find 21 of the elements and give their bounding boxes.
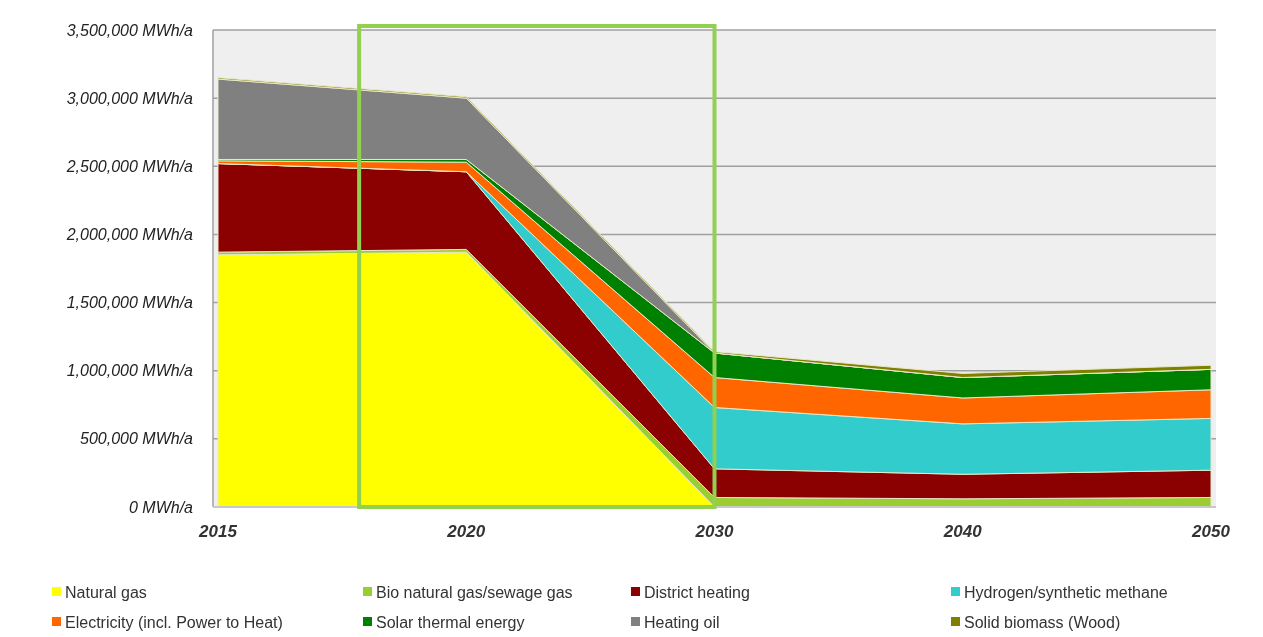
legend-label: Electricity (incl. Power to Heat) (65, 613, 283, 631)
y-tick-label: 3,000,000 MWh/a (66, 89, 194, 107)
x-tick-label: 2050 (1191, 522, 1231, 541)
y-tick-label: 3,500,000 MWh/a (66, 21, 194, 39)
y-tick-label: 1,000,000 MWh/a (66, 362, 194, 380)
y-tick-label: 0 MWh/a (128, 498, 194, 516)
x-tick-label: 2020 (446, 522, 486, 541)
y-tick-label: 2,000,000 MWh/a (65, 226, 194, 244)
legend-label: Solar thermal energy (376, 613, 525, 631)
x-tick-label: 2040 (942, 522, 983, 541)
y-tick-label: 2,500,000 MWh/a (65, 157, 194, 175)
y-tick-label: 1,500,000 MWh/a (66, 294, 194, 312)
legend-label: Heating oil (644, 613, 720, 631)
legend-label: Natural gas (65, 583, 147, 601)
x-tick-label: 2015 (198, 522, 238, 541)
legend-label: Bio natural gas/sewage gas (376, 583, 573, 601)
legend-label: Solid biomass (Wood) (964, 613, 1121, 631)
y-tick-label: 500,000 MWh/a (80, 430, 194, 448)
legend-label: Hydrogen/synthetic methane (964, 583, 1168, 601)
legend-label: District heating (644, 583, 750, 601)
x-tick-label: 2030 (694, 522, 734, 541)
